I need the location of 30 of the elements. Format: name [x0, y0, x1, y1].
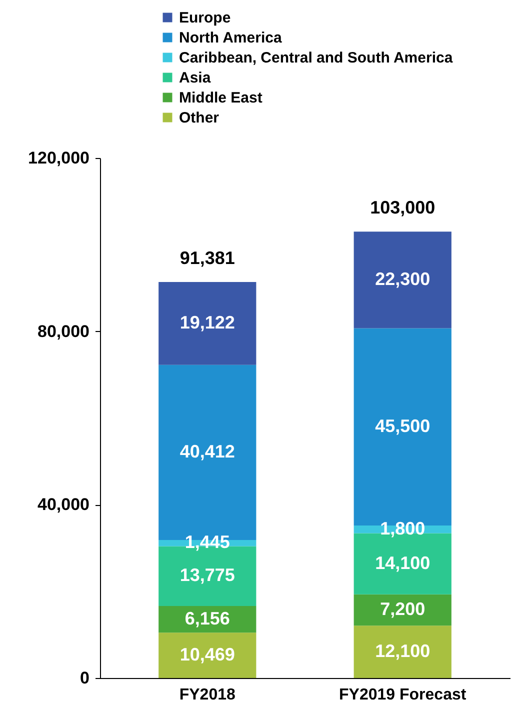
y-tick-label: 0 — [80, 668, 90, 688]
data-label: 6,156 — [184, 608, 230, 628]
data-label: 1,445 — [184, 532, 230, 552]
x-tick-label: FY2018 — [179, 686, 236, 704]
data-label: 40,412 — [180, 441, 235, 462]
x-tick-label: FY2019 Forecast — [339, 686, 467, 704]
data-label: 14,100 — [375, 552, 430, 573]
bar — [354, 232, 452, 328]
legend-label: Asia — [179, 70, 212, 86]
data-label: 22,300 — [375, 268, 430, 289]
legend-label: Middle East — [179, 90, 262, 106]
legend-label: Caribbean, Central and South America — [179, 50, 454, 66]
total-label: 103,000 — [370, 198, 436, 218]
bar — [158, 632, 256, 678]
legend-label: Other — [179, 110, 220, 126]
bar — [158, 282, 256, 365]
data-label: 45,500 — [375, 416, 430, 436]
legend-label: Europe — [179, 10, 231, 26]
legend-label: North America — [179, 30, 282, 46]
bar — [354, 626, 452, 678]
y-tick-label: 40,000 — [38, 495, 90, 514]
data-label: 1,800 — [380, 518, 426, 538]
data-label: 7,200 — [380, 598, 426, 619]
y-tick-label: 80,000 — [38, 322, 90, 341]
data-label: 10,469 — [180, 644, 235, 664]
data-label: 12,100 — [375, 640, 430, 661]
data-label: 13,775 — [180, 565, 235, 586]
y-tick-label: 120,000 — [28, 148, 90, 168]
total-label: 91,381 — [180, 248, 235, 268]
data-label: 19,122 — [180, 312, 235, 332]
